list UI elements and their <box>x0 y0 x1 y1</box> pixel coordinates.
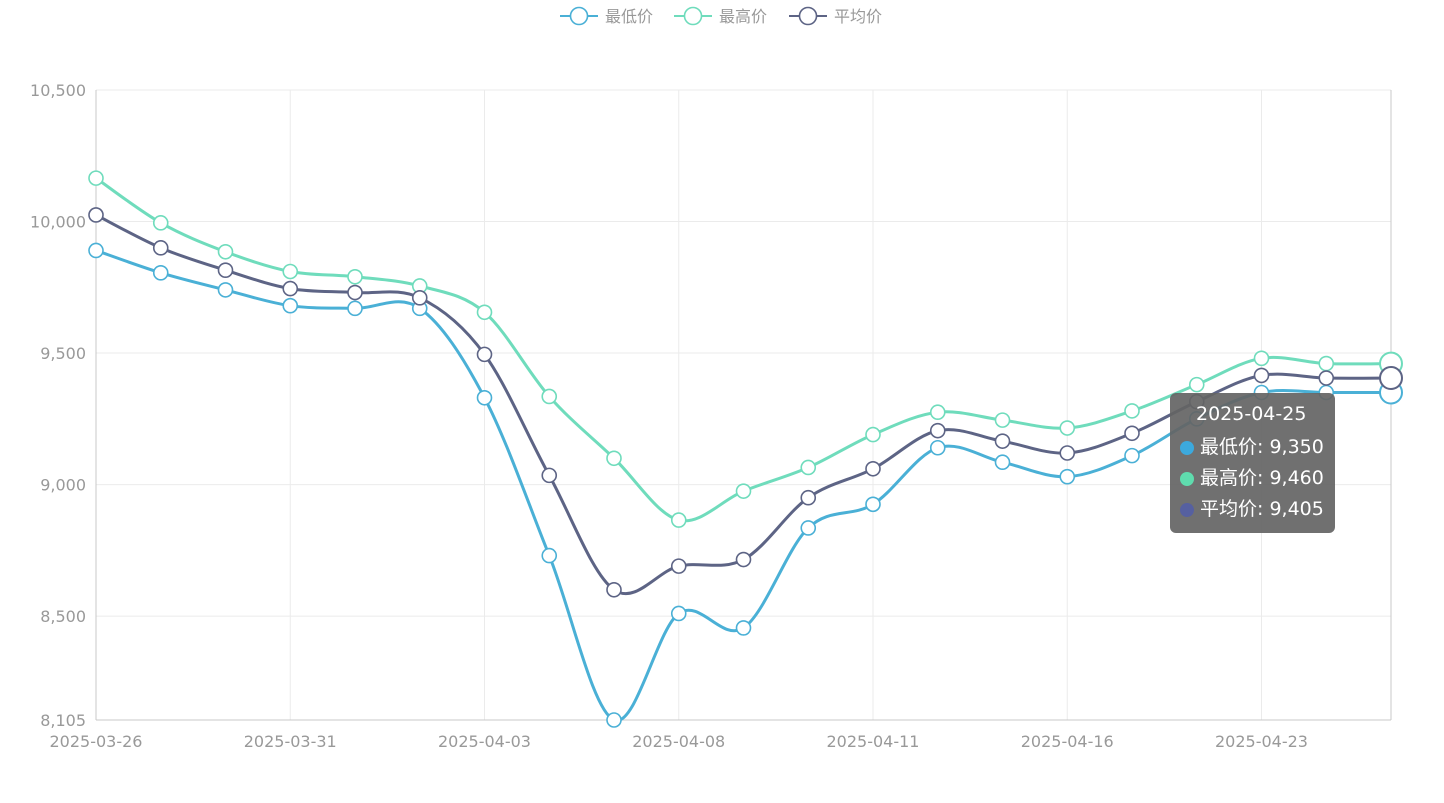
y-tick-label: 8,105 <box>40 711 86 730</box>
legend-item: 平均价 <box>789 6 882 26</box>
data-point <box>347 284 363 301</box>
data-point <box>1318 370 1335 386</box>
data-point <box>735 483 752 499</box>
data-point <box>347 268 363 285</box>
data-point <box>282 280 299 297</box>
data-point <box>606 450 622 467</box>
data-point <box>541 388 558 405</box>
y-tick-label: 8,500 <box>40 607 86 626</box>
data-point <box>929 439 946 456</box>
data-point <box>1124 425 1140 442</box>
tooltip-dot-avg <box>1180 502 1194 517</box>
data-point <box>476 389 493 406</box>
legend-marker <box>683 6 703 26</box>
data-point <box>152 265 169 281</box>
data-point <box>735 551 752 568</box>
data-point <box>217 282 234 298</box>
data-point <box>865 460 881 477</box>
tooltip-text-avg: 平均价: 9,405 <box>1200 498 1324 520</box>
data-point <box>541 467 558 484</box>
y-tick-label: 10,000 <box>30 213 86 232</box>
series-2 <box>88 207 1403 598</box>
data-point <box>541 547 558 564</box>
y-tick-label: 9,500 <box>40 344 86 363</box>
legend-marker <box>569 6 589 26</box>
data-point <box>152 240 169 256</box>
data-point <box>735 620 752 636</box>
data-point <box>670 558 687 574</box>
tooltip-date: 2025-04-25 <box>1196 403 1307 425</box>
data-point <box>1059 445 1076 461</box>
legend-label: 平均价 <box>834 7 882 26</box>
tooltip-row-avg: 平均价: 9,405 <box>1180 494 1325 525</box>
data-point <box>1124 447 1140 464</box>
x-tick-label: 2025-04-08 <box>632 732 725 751</box>
data-point <box>606 581 622 598</box>
tooltip-text-min: 最低价: 9,350 <box>1200 436 1324 458</box>
data-point <box>217 243 234 260</box>
tooltip-row-min: 最低价: 9,350 <box>1180 432 1325 463</box>
data-point <box>994 454 1011 471</box>
data-point <box>1124 403 1140 419</box>
x-tick-label: 2025-04-11 <box>827 732 920 751</box>
data-point <box>1059 468 1076 485</box>
data-point <box>347 300 363 317</box>
data-point <box>1379 366 1403 391</box>
data-point <box>865 426 881 443</box>
data-point <box>152 215 169 231</box>
data-point <box>476 346 493 363</box>
data-point <box>670 605 687 622</box>
data-point <box>1188 376 1205 393</box>
data-point <box>606 712 622 728</box>
data-point <box>929 422 946 439</box>
data-point <box>1318 355 1335 372</box>
x-tick-label: 2025-04-16 <box>1021 732 1114 751</box>
data-point <box>670 512 687 528</box>
legend-item: 最高价 <box>674 6 767 26</box>
data-point <box>1059 420 1076 436</box>
data-point <box>217 262 234 278</box>
data-point <box>411 290 428 306</box>
x-tick-label: 2025-04-03 <box>438 732 531 751</box>
data-point <box>88 242 104 259</box>
data-point <box>88 207 104 223</box>
tooltip-row-max: 最高价: 9,460 <box>1180 463 1325 494</box>
legend-label: 最低价 <box>605 7 653 26</box>
y-tick-label: 9,000 <box>40 476 86 495</box>
data-point <box>800 489 817 506</box>
data-point <box>1253 367 1270 384</box>
data-point <box>1253 350 1270 367</box>
data-point <box>88 170 104 186</box>
series-line <box>95 249 1391 722</box>
data-point <box>476 304 493 321</box>
series-line <box>95 213 1392 596</box>
x-tick-label: 2025-03-26 <box>50 732 143 751</box>
data-point <box>994 433 1011 449</box>
data-point <box>800 520 817 536</box>
x-tick-label: 2025-03-31 <box>244 732 337 751</box>
legend-label: 最高价 <box>719 7 767 26</box>
legend-marker <box>798 6 818 26</box>
x-tick-label: 2025-04-23 <box>1215 732 1308 751</box>
data-point <box>282 297 299 314</box>
data-point <box>929 404 946 421</box>
data-point <box>994 412 1011 428</box>
tooltip-dot-max <box>1180 471 1194 486</box>
legend-item: 最低价 <box>560 6 653 26</box>
y-tick-label: 10,500 <box>30 81 86 100</box>
tooltip-dot-min <box>1180 440 1194 455</box>
chart-tooltip: 2025-04-25 最低价: 9,350 最高价: 9,460 平均价: 9,… <box>1170 393 1335 533</box>
data-point <box>282 263 299 280</box>
data-point <box>865 496 881 513</box>
data-point <box>800 459 817 476</box>
tooltip-text-max: 最高价: 9,460 <box>1200 467 1324 489</box>
